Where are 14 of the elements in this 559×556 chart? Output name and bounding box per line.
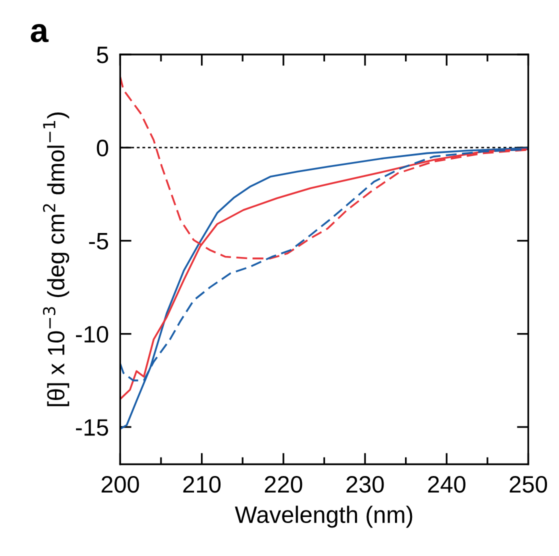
- y-tick-label: -5: [89, 233, 108, 250]
- x-axis-title: Wavelength (nm): [234, 506, 412, 528]
- x-tick-label: 230: [346, 476, 384, 493]
- y-tick-label: 5: [96, 46, 108, 64]
- x-tick-label: 240: [428, 476, 466, 493]
- x-tick-label: 210: [183, 476, 221, 493]
- y-tick-label: -10: [76, 326, 108, 343]
- x-tick-label: 220: [264, 476, 302, 493]
- x-tick-label: 250: [510, 476, 548, 493]
- y-tick-label: 0: [96, 140, 108, 156]
- y-tick-label: -15: [76, 419, 108, 436]
- y-axis-title: [θ] x 10$^{−3}$ (deg cm$^{2}$ dmol$^{−1}$): [42, 112, 70, 406]
- x-tick-label: 200: [102, 476, 139, 493]
- text: a: [30, 24, 49, 42]
